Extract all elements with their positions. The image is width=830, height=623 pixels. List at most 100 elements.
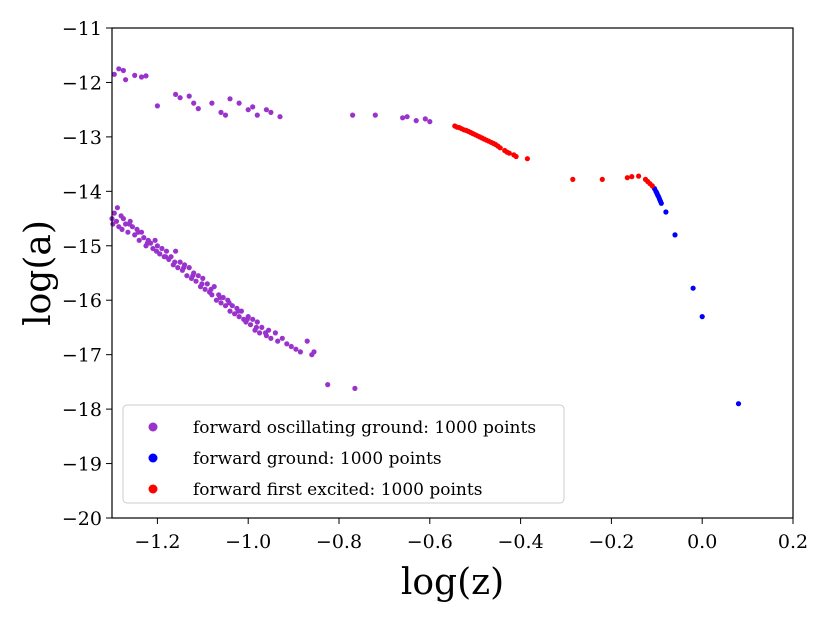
series-2 [452,123,655,189]
data-point [172,259,178,265]
data-point [272,330,278,336]
data-point [735,401,742,407]
data-point [208,286,214,292]
y-tick-label: −20 [62,508,102,530]
data-point [159,245,165,252]
data-point [126,221,132,227]
data-point [173,91,179,97]
data-point [279,335,285,341]
data-point [247,322,254,328]
legend-entry: forward first excited: 1000 points [193,480,482,500]
data-point [186,265,192,271]
data-point [257,330,263,336]
data-point [254,319,260,325]
data-point [150,245,156,252]
data-point [311,349,317,355]
data-point [138,74,145,80]
series-0 [109,66,433,391]
legend-entry: forward oscillating ground: 1000 points [193,418,536,438]
data-point [259,324,265,330]
legend-marker [148,484,158,494]
data-point [113,218,120,224]
x-tick-label: 0.0 [687,531,717,553]
data-point [213,297,219,303]
data-point [120,67,126,74]
data-point [154,103,160,109]
data-point [175,265,181,271]
x-tick-label: −1.0 [225,531,271,553]
data-point [114,205,120,211]
data-point [191,100,197,106]
data-point [218,109,224,115]
data-point [143,73,149,79]
data-point [218,300,224,306]
x-axis: −1.2 −1.0 −0.8 −0.6 −0.4 −0.2 0.0 0.2 [134,518,808,553]
points-layer [109,66,742,407]
data-point [186,93,192,99]
y-axis: −20 −19 −18 −17 −16 −15 −14 −13 −12 −11 [62,18,112,530]
data-point [181,265,187,271]
data-point [123,221,129,227]
data-point [236,100,242,106]
data-point [629,174,635,180]
data-point [636,173,642,179]
y-tick-label: −18 [62,399,102,421]
data-point [193,278,199,284]
data-point [497,145,503,151]
y-tick-label: −13 [62,127,102,149]
data-point [202,286,208,292]
data-point [268,335,274,341]
y-tick-label: −14 [62,181,102,203]
data-point [154,243,160,249]
data-point [352,385,358,391]
data-point [244,316,250,322]
data-point [135,229,141,235]
data-point [177,259,183,265]
data-point [325,382,331,388]
legend-marker [148,422,158,432]
y-tick-label: −16 [62,290,102,312]
data-point [232,311,238,317]
data-point [132,232,138,238]
data-point [570,176,576,182]
y-tick-label: −12 [62,72,102,94]
data-point [209,100,215,106]
data-point [350,112,356,118]
data-point [116,66,122,72]
data-point [111,71,117,77]
data-point [144,240,150,246]
data-point [277,114,283,120]
data-point [263,107,269,113]
data-point [690,285,696,291]
data-point [672,232,678,238]
data-point [245,107,251,113]
series-1 [651,186,742,407]
data-point [624,175,630,181]
x-tick-label: −1.2 [134,531,180,553]
data-point [284,341,290,347]
legend: forward oscillating ground: 1000 points f… [122,404,565,504]
y-tick-label: −17 [62,345,102,367]
data-point [293,346,299,352]
data-point [427,119,433,125]
data-point [400,115,406,121]
data-point [506,150,512,156]
plot-frame [111,27,794,519]
data-point [123,77,129,83]
data-point [163,254,169,260]
data-point [226,300,232,306]
data-point [404,114,410,120]
y-axis-label: log(a) [18,220,59,326]
data-point [275,338,281,344]
data-point [132,72,138,78]
y-tick-label: −15 [62,236,102,258]
x-tick-label: 0.2 [778,531,808,553]
data-point [236,314,242,320]
data-point [204,281,210,287]
data-point [235,308,241,314]
data-point [422,116,428,122]
data-point [413,118,419,124]
data-point [288,343,294,350]
legend-marker [148,453,158,463]
data-point [699,314,705,320]
